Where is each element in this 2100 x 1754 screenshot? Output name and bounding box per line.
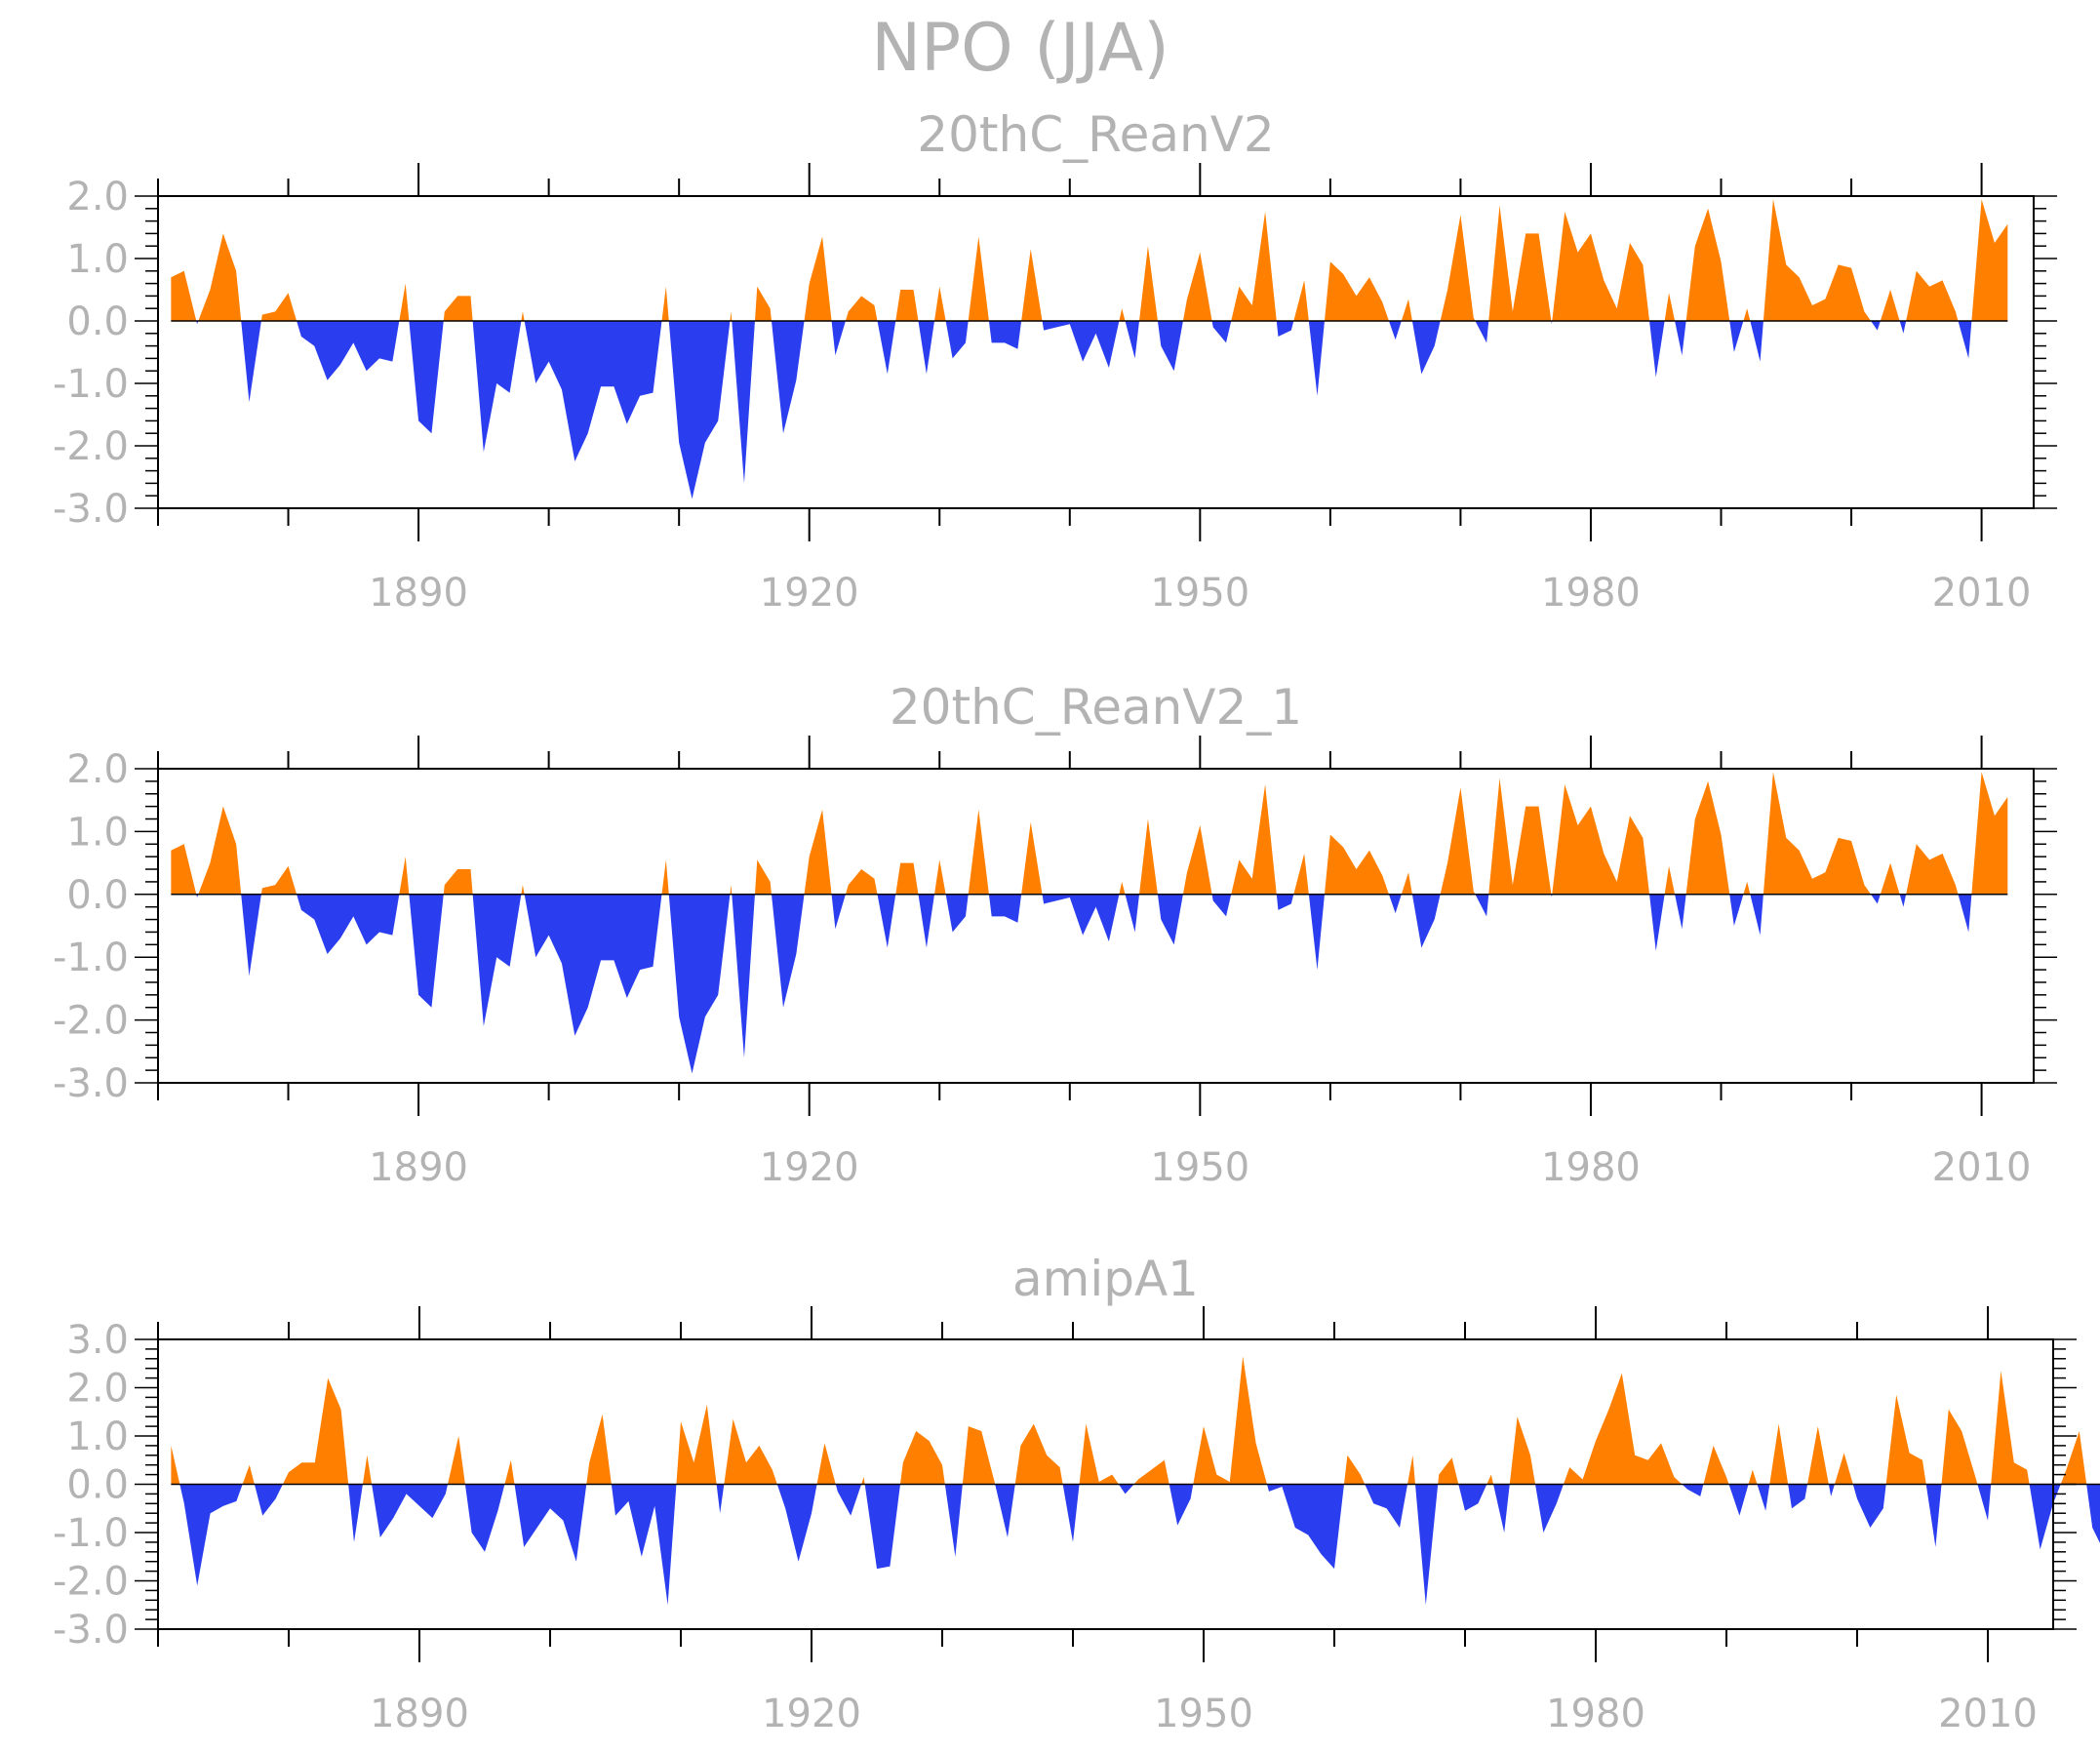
20thc-reanv2-ytick-label: 0.0 — [66, 299, 129, 344]
amipa1-negative-area — [171, 1484, 2100, 1606]
20thc-reanv2-1-ytick-label: 2.0 — [66, 747, 129, 792]
20thc-reanv2-1-ytick-label: 0.0 — [66, 873, 129, 918]
20thc-reanv2-xtick-label: 1890 — [369, 571, 468, 616]
20thc-reanv2-positive-area — [171, 199, 2008, 321]
20thc-reanv2-ytick-label: -3.0 — [53, 487, 129, 532]
amipa1-ytick-label: 0.0 — [66, 1463, 129, 1508]
amipa1-ytick-label: 2.0 — [66, 1367, 129, 1412]
amipa1-xtick-label: 1890 — [370, 1692, 469, 1736]
20thc-reanv2-xtick-label: 1920 — [760, 571, 859, 616]
20thc-reanv2-1-ytick-label: 1.0 — [66, 810, 129, 855]
20thc-reanv2-1-ytick-label: -2.0 — [53, 999, 129, 1044]
20thc-reanv2-ytick-label: 1.0 — [66, 237, 129, 282]
amipa1-positive-area — [171, 1356, 2100, 1485]
20thc-reanv2-1-ytick-label: -1.0 — [53, 936, 129, 980]
20thc-reanv2-1-xtick-label: 1950 — [1150, 1145, 1249, 1190]
amipa1-xtick-label: 1950 — [1154, 1692, 1253, 1736]
20thc-reanv2-xtick-label: 2010 — [1932, 571, 2032, 616]
20thc-reanv2-1-negative-area — [171, 894, 2008, 1074]
20thc-reanv2-ytick-label: 2.0 — [66, 175, 129, 219]
20thc-reanv2-1-xtick-label: 1920 — [760, 1145, 859, 1190]
20thc-reanv2-ytick-label: -1.0 — [53, 362, 129, 407]
amipa1-xtick-label: 1980 — [1546, 1692, 1645, 1736]
panel-20thc-reanv2: 20thC_ReanV2 1890 1920 1950 1980 2010 2.0 1.0 0.… — [53, 106, 2057, 616]
20thc-reanv2-frame — [157, 195, 2035, 509]
20thc-reanv2-1-ytick-label: -3.0 — [53, 1061, 129, 1106]
panel-20thc-reanv2-1: 20thC_ReanV2_1 1890 1920 1950 1980 2010 2.0 1.0… — [53, 679, 2057, 1190]
20thc-reanv2-1-frame — [157, 768, 2035, 1084]
20thc-reanv2-1-xtick-label: 2010 — [1932, 1145, 2032, 1190]
amipa1-ytick-label: 3.0 — [66, 1318, 129, 1363]
amipa1-ytick-label: -1.0 — [53, 1511, 129, 1556]
amipa1-title: amipA1 — [1012, 1251, 1199, 1307]
20thc-reanv2-negative-area — [171, 321, 2008, 499]
20thc-reanv2-xtick-label: 1980 — [1541, 571, 1641, 616]
20thc-reanv2-1-xtick-label: 1890 — [369, 1145, 468, 1190]
20thc-reanv2-1-xtick-label: 1980 — [1541, 1145, 1641, 1190]
20thc-reanv2-title: 20thC_ReanV2 — [917, 106, 1274, 163]
20thc-reanv2-xtick-label: 1950 — [1150, 571, 1249, 616]
amipa1-xtick-label: 2010 — [1938, 1692, 2038, 1736]
amipa1-ytick-label: -2.0 — [53, 1560, 129, 1605]
20thc-reanv2-ytick-label: -2.0 — [53, 424, 129, 469]
panel-amipa1: amipA1 1890 1920 1950 1980 2010 3.02.01.00.0-1… — [53, 1251, 2100, 1736]
amipa1-ytick-label: 1.0 — [66, 1415, 129, 1459]
figure-title: NPO (JJA) — [871, 10, 1169, 87]
20thc-reanv2-1-title: 20thC_ReanV2_1 — [890, 679, 1302, 736]
amipa1-ytick-label: -3.0 — [53, 1608, 129, 1653]
20thc-reanv2-1-positive-area — [171, 772, 2008, 895]
amipa1-xtick-label: 1920 — [762, 1692, 861, 1736]
